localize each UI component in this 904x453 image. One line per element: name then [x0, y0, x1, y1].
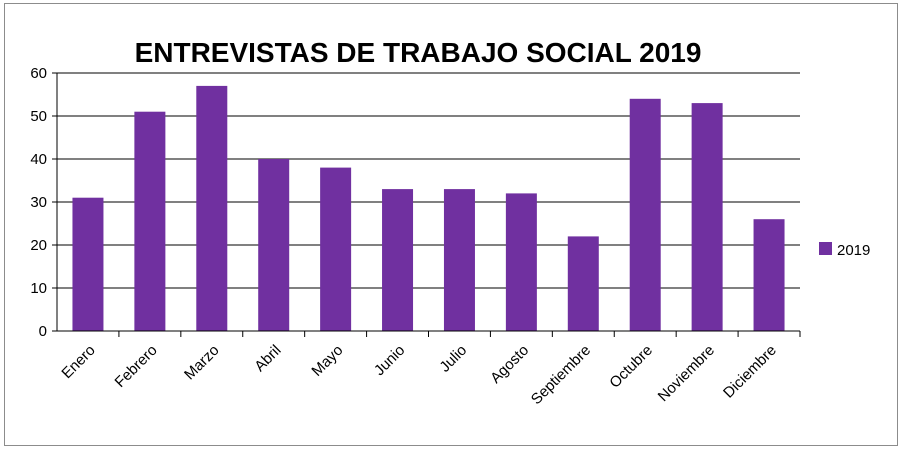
x-tick-label: Diciembre: [720, 342, 780, 402]
x-tick-label: Junio: [371, 342, 408, 379]
legend-swatch: [819, 242, 832, 255]
chart-title: ENTREVISTAS DE TRABAJO SOCIAL 2019: [135, 37, 702, 68]
bar-septiembre: [567, 236, 599, 331]
bar-enero: [72, 197, 104, 331]
x-tick-label: Marzo: [181, 342, 222, 383]
bar-noviembre: [691, 103, 723, 331]
x-tick-label: Abril: [251, 342, 284, 375]
y-tick-label: 0: [39, 323, 47, 340]
bar-mayo: [320, 167, 352, 331]
x-tick-label: Febrero: [112, 342, 161, 391]
y-tick-label: 60: [30, 65, 47, 82]
bar-diciembre: [753, 219, 785, 331]
x-tick-label: Mayo: [308, 342, 346, 380]
bar-octubre: [629, 98, 661, 331]
bar-julio: [443, 189, 475, 331]
bar-abril: [258, 159, 290, 331]
x-tick-label: Enero: [58, 342, 98, 382]
bar-marzo: [196, 85, 228, 332]
legend-label: 2019: [837, 242, 870, 259]
y-tick-label: 20: [30, 237, 47, 254]
bar-junio: [382, 189, 414, 331]
x-tick-labels: Enero Febrero Marzo Abril Mayo Junio Julio Agos…: [58, 331, 801, 408]
y-tick-label: 50: [30, 108, 47, 125]
gridlines: [52, 72, 800, 332]
bar-agosto: [505, 193, 537, 331]
x-tick-label: Septiembre: [528, 342, 594, 408]
bar-febrero: [134, 111, 166, 331]
x-tick-label: Julio: [436, 342, 470, 376]
y-tick-label: 30: [30, 194, 47, 211]
y-tick-label: 40: [30, 151, 47, 168]
x-tick-label: Octubre: [606, 342, 656, 392]
bars: [72, 85, 785, 332]
legend: 2019: [819, 242, 870, 259]
y-tick-labels: 0 10 20 30 40 50 60: [30, 65, 47, 340]
x-tick-label: Agosto: [487, 342, 532, 387]
x-tick-label: Noviembre: [655, 342, 718, 405]
y-tick-label: 10: [30, 280, 47, 297]
